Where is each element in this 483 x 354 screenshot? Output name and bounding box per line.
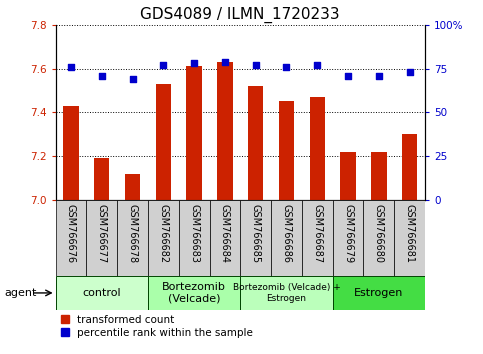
Bar bbox=[302, 200, 333, 276]
Text: GSM766683: GSM766683 bbox=[189, 204, 199, 263]
Bar bbox=[394, 200, 425, 276]
Bar bbox=[117, 200, 148, 276]
Bar bbox=[402, 134, 417, 200]
Point bbox=[128, 76, 136, 82]
Text: GSM766687: GSM766687 bbox=[313, 204, 322, 263]
Point bbox=[406, 69, 413, 75]
Text: GSM766685: GSM766685 bbox=[251, 204, 261, 263]
Point bbox=[221, 59, 229, 64]
Bar bbox=[86, 200, 117, 276]
Text: GSM766686: GSM766686 bbox=[282, 204, 291, 263]
Bar bbox=[148, 200, 179, 276]
Bar bbox=[56, 276, 148, 310]
Text: GSM766679: GSM766679 bbox=[343, 204, 353, 263]
Bar bbox=[248, 86, 263, 200]
Bar bbox=[210, 200, 240, 276]
Point bbox=[313, 62, 321, 68]
Bar bbox=[364, 200, 394, 276]
Bar bbox=[240, 200, 271, 276]
Bar bbox=[56, 200, 86, 276]
Point bbox=[344, 73, 352, 79]
Text: GSM766678: GSM766678 bbox=[128, 204, 138, 263]
Bar bbox=[148, 276, 241, 310]
Text: Estrogen: Estrogen bbox=[354, 288, 403, 298]
Bar bbox=[186, 67, 202, 200]
Text: GSM766676: GSM766676 bbox=[66, 204, 76, 263]
Text: GSM766682: GSM766682 bbox=[158, 204, 168, 263]
Bar bbox=[310, 97, 325, 200]
Point bbox=[190, 61, 198, 66]
Text: GSM766680: GSM766680 bbox=[374, 204, 384, 263]
Bar bbox=[333, 200, 364, 276]
Text: GSM766677: GSM766677 bbox=[97, 204, 107, 263]
Bar bbox=[240, 276, 333, 310]
Bar bbox=[279, 102, 294, 200]
Text: Bortezomib
(Velcade): Bortezomib (Velcade) bbox=[162, 282, 226, 304]
Text: GSM766681: GSM766681 bbox=[405, 204, 414, 263]
Text: control: control bbox=[83, 288, 121, 298]
Point bbox=[67, 64, 75, 70]
Title: GDS4089 / ILMN_1720233: GDS4089 / ILMN_1720233 bbox=[141, 7, 340, 23]
Bar bbox=[341, 152, 356, 200]
Bar bbox=[94, 158, 110, 200]
Bar bbox=[179, 200, 210, 276]
Bar bbox=[156, 84, 171, 200]
Legend: transformed count, percentile rank within the sample: transformed count, percentile rank withi… bbox=[61, 315, 253, 338]
Point bbox=[159, 62, 167, 68]
Bar bbox=[371, 152, 386, 200]
Bar bbox=[63, 106, 79, 200]
Text: agent: agent bbox=[5, 288, 37, 298]
Point bbox=[375, 73, 383, 79]
Text: GSM766684: GSM766684 bbox=[220, 204, 230, 263]
Bar bbox=[217, 62, 233, 200]
Bar bbox=[333, 276, 425, 310]
Bar bbox=[271, 200, 302, 276]
Point bbox=[252, 62, 259, 68]
Point bbox=[98, 73, 106, 79]
Point bbox=[283, 64, 290, 70]
Bar bbox=[125, 174, 140, 200]
Text: Bortezomib (Velcade) +
Estrogen: Bortezomib (Velcade) + Estrogen bbox=[233, 283, 341, 303]
